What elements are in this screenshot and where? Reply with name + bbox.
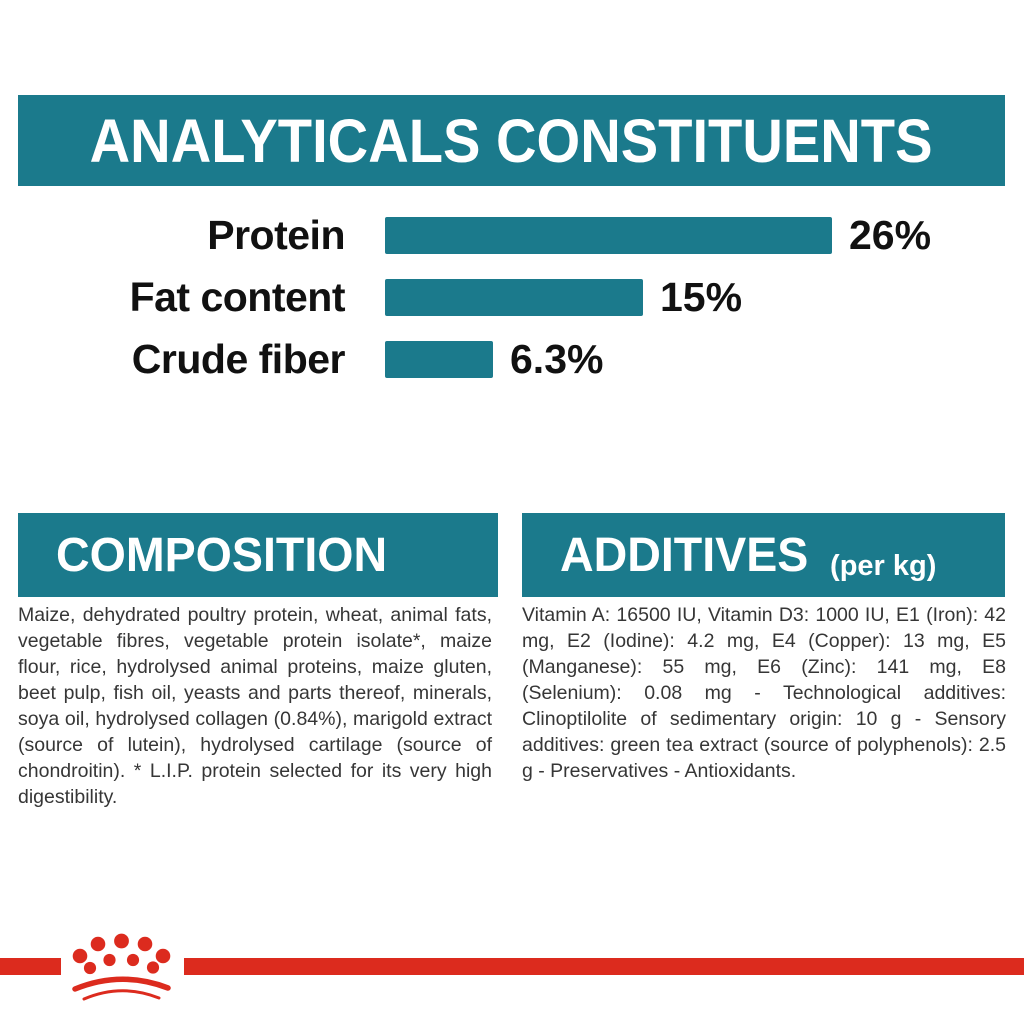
chart-category-label: Crude fiber [131,335,346,382]
composition-title: COMPOSITION [56,528,388,582]
analyticals-chart: Protein 26% Fat content 15% Crude fiber 6.3% [18,204,1006,390]
composition-header-band: COMPOSITION [18,513,498,597]
additives-header-band: ADDITIVES (per kg) [522,513,1005,597]
chart-bar [385,340,493,378]
additives-body-text: Vitamin A: 16500 IU, Vitamin D3: 1000 IU… [522,604,1006,782]
royal-canin-crown-logo [72,933,171,1001]
chart-value-label: 6.3% [510,335,604,382]
chart-category-label: Fat content [129,273,346,320]
chart-row: Crude fiber 6.3% [18,328,1006,390]
footer-stripe-right [184,958,1024,975]
chart-value-label: 26% [849,211,932,258]
chart-value-label: 15% [660,273,743,320]
chart-bar [385,278,643,316]
additives-title: ADDITIVES [560,528,809,582]
chart-category-label: Protein [207,211,345,258]
analyticals-title: ANALYTICALS CONSTITUENTS [90,106,933,175]
crown-shape [72,933,171,1001]
footer-stripe-left [0,958,61,975]
additives-title-suffix: (per kg) [830,550,937,582]
composition-body-text: Maize, dehydrated poultry protein, wheat… [18,604,492,808]
chart-bar [385,216,832,254]
chart-row: Protein 26% [18,204,1006,266]
chart-row: Fat content 15% [18,266,1006,328]
analyticals-header-band: ANALYTICALS CONSTITUENTS [18,95,1005,186]
